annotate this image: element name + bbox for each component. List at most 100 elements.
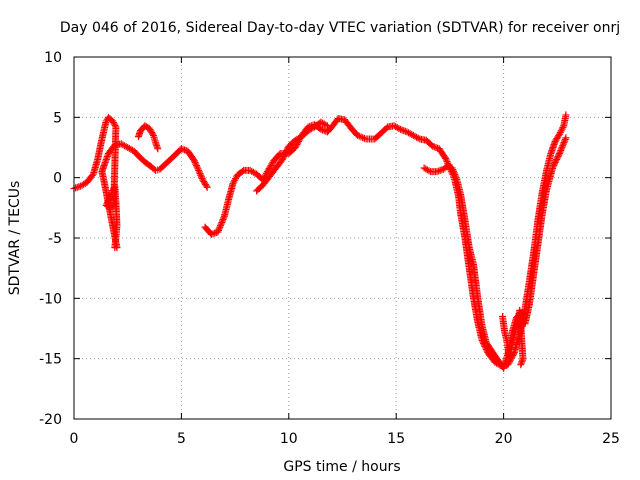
data-point-series-e: [556, 148, 564, 156]
data-points: [70, 111, 570, 372]
data-point-series-c: [355, 132, 363, 140]
x-tick-labels: 0 5 10 15 20 25: [70, 431, 620, 447]
data-point-series-e: [435, 167, 443, 175]
data-point-series-c: [220, 214, 228, 222]
data-point-series-e: [549, 163, 557, 171]
data-point-series-c: [292, 142, 300, 150]
data-point-series-a: [111, 121, 119, 129]
data-point-series-e: [557, 146, 565, 154]
x-axis-label: GPS time / hours: [283, 459, 400, 475]
data-point-series-c: [559, 123, 567, 131]
data-point-series-e: [562, 134, 570, 142]
data-point-series-a: [203, 183, 211, 191]
y-tick-label: -15: [39, 352, 62, 368]
data-point-series-c: [216, 222, 224, 230]
data-point-series-c: [414, 134, 422, 142]
data-point-series-d: [278, 156, 286, 164]
data-point-series-a: [73, 183, 81, 191]
data-point-series-c: [562, 111, 570, 119]
data-point-series-c: [218, 219, 226, 227]
data-point-series-a: [195, 168, 203, 176]
x-tick-label: 10: [280, 431, 298, 447]
data-point-series-a: [191, 158, 199, 166]
data-point-series-e: [560, 139, 568, 147]
data-point-series-d: [281, 150, 289, 158]
data-point-series-a: [198, 174, 206, 182]
data-point-series-c: [354, 131, 362, 139]
data-point-series-d: [280, 153, 288, 161]
data-point-series-d: [281, 151, 289, 159]
data-point-series-c: [218, 217, 226, 225]
grid-lines: [74, 57, 611, 419]
y-tick-label: -20: [39, 412, 62, 428]
data-point-series-e: [450, 169, 458, 177]
data-point-series-e: [553, 154, 561, 162]
data-point-series-c: [209, 230, 217, 238]
data-point-series-e: [558, 143, 566, 151]
data-point-series-c: [317, 125, 325, 133]
data-point-series-c: [230, 178, 238, 186]
data-point-series-b: [149, 130, 157, 138]
data-point-series-f: [517, 361, 525, 369]
y-tick-label: -10: [39, 291, 62, 307]
data-point-series-a: [110, 120, 118, 128]
y-tick-label: 10: [44, 50, 62, 66]
data-point-series-a: [190, 157, 198, 165]
x-tick-label: 20: [495, 431, 513, 447]
chart-title: Day 046 of 2016, Sidereal Day-to-day VTE…: [60, 20, 620, 36]
data-point-series-c: [398, 126, 406, 134]
data-point-series-c: [429, 142, 437, 150]
data-point-series-e: [561, 137, 569, 145]
data-point-series-c: [211, 229, 219, 237]
data-point-series-c: [214, 228, 222, 236]
data-point-series-c: [401, 127, 409, 135]
data-point-series-d: [322, 121, 330, 129]
data-point-series-e: [449, 167, 457, 175]
data-point-series-c: [555, 130, 563, 138]
axis-ticks: [73, 56, 612, 420]
data-point-series-a: [192, 160, 200, 168]
data-point-series-d: [320, 120, 328, 128]
data-point-series-a: [202, 182, 210, 190]
data-point-series-e: [449, 166, 457, 174]
x-tick-label: 0: [70, 431, 79, 447]
data-point-series-a: [109, 117, 117, 125]
data-point-series-c: [215, 226, 223, 234]
data-point-series-c: [232, 175, 240, 183]
data-point-series-a: [177, 145, 185, 153]
data-point-series-c: [556, 129, 564, 137]
data-point-series-c: [217, 220, 225, 228]
data-point-series-a: [72, 184, 80, 192]
data-point-series-e: [559, 140, 567, 148]
data-point-series-e: [553, 155, 561, 163]
data-point-series-e: [448, 164, 456, 172]
data-point-series-c: [441, 153, 449, 161]
data-point-series-c: [430, 143, 438, 151]
y-tick-label: -5: [48, 231, 62, 247]
data-point-series-a: [179, 145, 187, 153]
data-point-series-c: [442, 156, 450, 164]
data-point-series-d: [283, 147, 291, 155]
data-point-series-a: [197, 171, 205, 179]
data-point-series-a: [192, 162, 200, 170]
data-point-series-c: [558, 125, 566, 133]
data-point-series-c: [360, 134, 368, 142]
data-point-series-c: [319, 126, 327, 134]
data-point-series-e: [550, 161, 558, 169]
x-tick-label: 15: [387, 431, 405, 447]
data-point-series-e: [452, 172, 460, 180]
data-point-series-b: [154, 145, 162, 153]
data-point-series-c: [231, 176, 239, 184]
data-point-series-c: [215, 225, 223, 233]
y-tick-labels: 10 5 0 -5 -10 -15 -20: [39, 50, 62, 428]
data-point-series-a: [75, 183, 83, 191]
data-point-series-a: [195, 166, 203, 174]
data-point-series-e: [423, 166, 431, 174]
y-axis-label: SDTVAR / TECUs: [7, 181, 23, 296]
data-point-series-c: [442, 154, 450, 162]
data-point-series-a: [88, 171, 96, 179]
data-point-series-a: [197, 173, 205, 181]
data-point-series-d: [323, 122, 331, 130]
x-tick-label: 25: [602, 431, 620, 447]
